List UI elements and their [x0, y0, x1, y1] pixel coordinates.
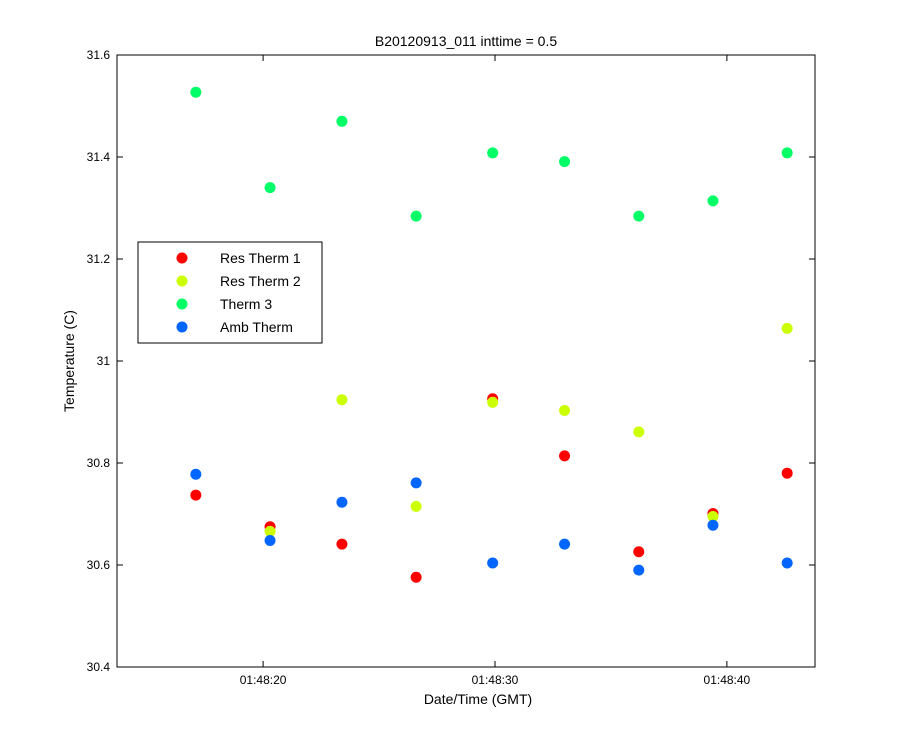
legend: Res Therm 1 Res Therm 2 Therm 3 Amb Therm [137, 241, 323, 344]
point-amb-therm [707, 519, 719, 531]
point-amb-therm [336, 496, 348, 508]
y-tick-label: 30.6 [87, 558, 111, 572]
point-amb-therm [264, 535, 276, 547]
x-tick-label: 01:48:30 [472, 673, 519, 687]
point-therm-3 [336, 115, 348, 127]
point-res-therm-2 [336, 394, 348, 406]
point-res-therm-2 [559, 404, 571, 416]
point-amb-therm [190, 468, 202, 480]
point-therm-3 [707, 195, 719, 207]
point-res-therm-1 [781, 467, 793, 479]
chart-title: B20120913_011 inttime = 0.5 [375, 33, 557, 49]
point-res-therm-2 [633, 426, 645, 438]
x-tick-label: 01:48:40 [704, 673, 751, 687]
x-tick-label: 01:48:20 [240, 673, 287, 687]
legend-marker-res-therm-1 [176, 252, 188, 264]
point-res-therm-2 [410, 500, 422, 512]
x-axis-title: Date/Time (GMT) [424, 691, 532, 707]
point-res-therm-1 [190, 489, 202, 501]
point-res-therm-1 [410, 571, 422, 583]
y-axis-title: Temperature (C) [61, 310, 77, 412]
point-therm-3 [633, 210, 645, 222]
point-res-therm-2 [487, 396, 499, 408]
plot-area [116, 54, 816, 668]
point-res-therm-2 [781, 322, 793, 334]
y-tick-label: 30.4 [87, 660, 111, 674]
y-tick-label: 30.8 [87, 456, 111, 470]
legend-box [137, 241, 323, 344]
point-therm-3 [487, 147, 499, 159]
legend-marker-therm-3 [176, 298, 188, 310]
legend-marker-res-therm-2 [176, 275, 188, 287]
y-tick-label: 31.4 [87, 150, 111, 164]
legend-label-res-therm-1: Res Therm 1 [220, 250, 301, 266]
y-tick-label: 31.6 [87, 48, 111, 62]
point-amb-therm [559, 538, 571, 550]
point-amb-therm [781, 557, 793, 569]
point-res-therm-2 [264, 525, 276, 537]
legend-marker-amb-therm [176, 321, 188, 333]
point-therm-3 [190, 86, 202, 98]
point-amb-therm [487, 557, 499, 569]
y-tick-label: 31.2 [87, 252, 111, 266]
point-res-therm-1 [559, 450, 571, 462]
point-therm-3 [781, 147, 793, 159]
axis-ticks: 30.4 30.6 30.8 31 31.2 31.4 31.6 01:48:20 01:48:… [87, 48, 815, 687]
data-points [190, 86, 793, 583]
point-therm-3 [264, 182, 276, 194]
legend-label-res-therm-2: Res Therm 2 [220, 273, 301, 289]
point-amb-therm [633, 564, 645, 576]
point-res-therm-1 [336, 538, 348, 550]
point-therm-3 [410, 210, 422, 222]
point-res-therm-1 [633, 546, 645, 558]
legend-label-amb-therm: Amb Therm [220, 319, 293, 335]
point-amb-therm [410, 477, 422, 489]
legend-label-therm-3: Therm 3 [220, 296, 272, 312]
point-therm-3 [559, 156, 571, 168]
y-tick-label: 31 [97, 354, 111, 368]
point-res-therm-2 [707, 511, 719, 523]
